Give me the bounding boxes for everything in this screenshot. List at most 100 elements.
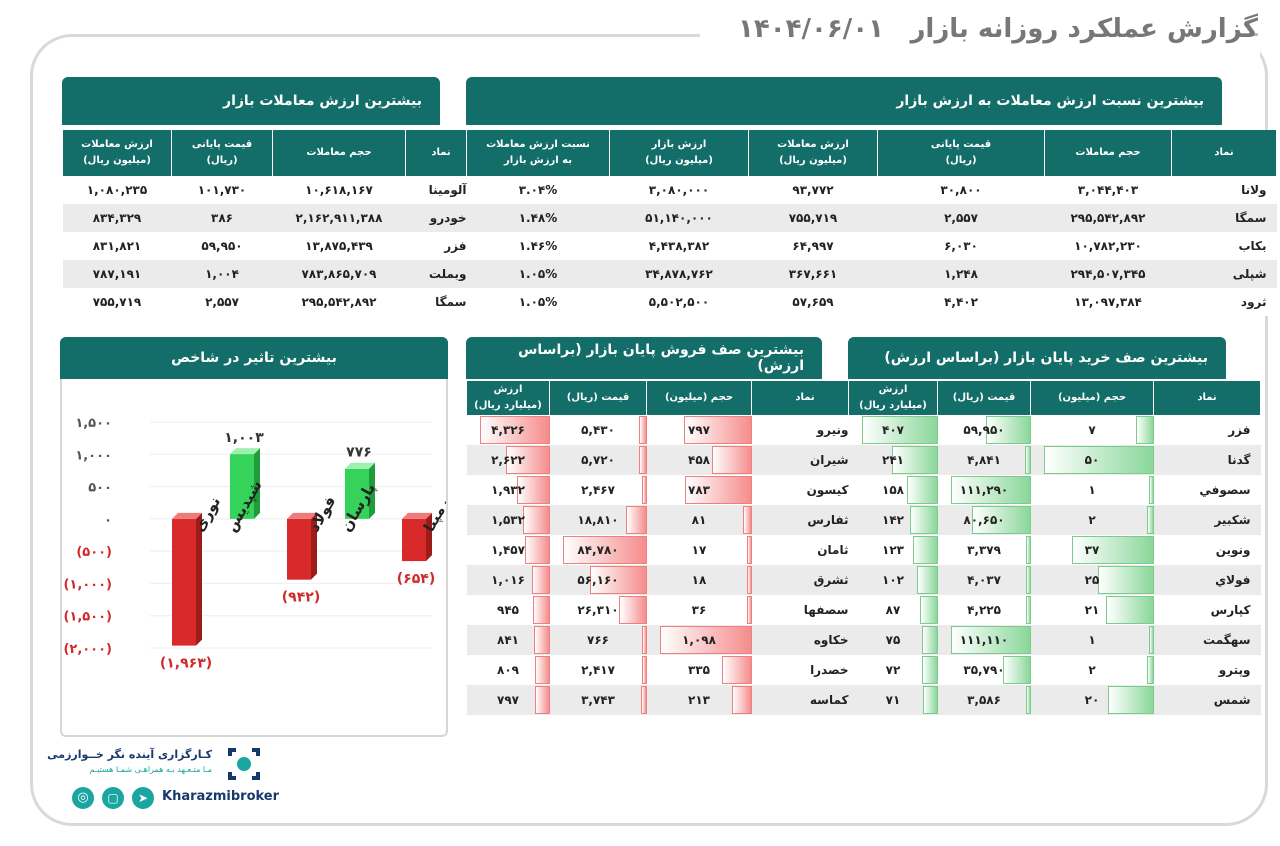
value-cell: ۱۷ <box>646 535 752 565</box>
queue-row[interactable]: ثامان ۱۷ ۸۴,۷۸۰ ۱,۴۵۷ <box>466 535 859 565</box>
value-bar <box>722 656 752 684</box>
instagram-icon[interactable]: ▢ <box>102 787 124 809</box>
value-bar <box>971 506 1031 534</box>
table-row[interactable]: شپلی ۲۹۴,۵۰۷,۳۴۵ ۱,۲۴۸ ۳۶۷,۶۶۱ ۳۴,۸۷۸,۷۶۲ ۱.۰… <box>466 260 1277 288</box>
value-cell: ۱۱۱,۱۱۰ <box>937 625 1031 655</box>
column-header: ارزش معاملات (میلیون ریال) <box>748 130 878 176</box>
value-cell: ۸۰,۶۵۰ <box>937 505 1031 535</box>
column-header: نماد <box>751 381 859 415</box>
value-cell: ۸۷ <box>848 595 938 625</box>
value-bar <box>590 566 647 594</box>
value-cell: ۷۵ <box>848 625 938 655</box>
queue-row[interactable]: فزر ۷ ۵۹,۹۵۰ ۴۰۷ <box>848 415 1261 445</box>
symbol-cell: ثفارس <box>751 505 859 535</box>
table-row[interactable]: فزر ۱۳,۸۷۵,۴۳۹ ۵۹,۹۵۰ ۸۳۱,۸۲۱ <box>62 232 477 260</box>
symbol-cell: شپلی <box>1171 260 1277 288</box>
value-cell: ۴,۳۲۶ <box>466 415 550 445</box>
value-cell: ۱,۲۴۸ <box>877 260 1045 288</box>
queue-row[interactable]: کیسون ۷۸۳ ۲,۴۶۷ ۱,۹۳۲ <box>466 475 859 505</box>
impact-value-label: (۱,۹۶۳) <box>160 656 212 672</box>
value-cell: ۳,۰۸۰,۰۰۰ <box>609 176 749 204</box>
queue-row[interactable]: شیران ۴۵۸ ۵,۷۲۰ ۲,۶۲۲ <box>466 445 859 475</box>
y-tick-label: (۲,۰۰۰) <box>63 642 112 657</box>
value-cell: ۷۲ <box>848 655 938 685</box>
value-bar <box>891 446 938 474</box>
sell-queue-title: بیشترین صف فروش پایان بازار (براساس ارزش… <box>466 337 822 379</box>
value-cell: ۳,۷۴۳ <box>549 685 647 715</box>
impact-bar-top <box>287 512 317 519</box>
table-row[interactable]: سمگا ۲۹۵,۵۴۲,۸۹۲ ۲,۵۵۷ ۷۵۵,۷۱۹ <box>62 288 477 316</box>
symbol-cell: ولانا <box>1171 176 1277 204</box>
symbol-cell: شمس <box>1153 685 1261 715</box>
value-cell: ۱۲۳ <box>848 535 938 565</box>
table-row[interactable]: بکاب ۱۰,۷۸۲,۲۳۰ ۶,۰۳۰ ۶۴,۹۹۷ ۴,۴۳۸,۳۸۲ ۱.۴۶% <box>466 232 1277 260</box>
value-cell: ۱,۹۳۲ <box>466 475 550 505</box>
queue-row[interactable]: ونوین ۳۷ ۳,۳۷۹ ۱۲۳ <box>848 535 1261 565</box>
value-cell: ۳۶ <box>646 595 752 625</box>
value-bar <box>531 566 550 594</box>
value-cell: ۱۸ <box>646 565 752 595</box>
value-bar <box>1043 446 1154 474</box>
brand-site[interactable]: Kharazmibroker <box>162 789 280 804</box>
queue-row[interactable]: خصدرا ۳۳۵ ۲,۴۱۷ ۸۰۹ <box>466 655 859 685</box>
symbol-cell: شکبیر <box>1153 505 1261 535</box>
table-row[interactable]: سمگا ۲۹۵,۵۴۲,۸۹۲ ۲,۵۵۷ ۷۵۵,۷۱۹ ۵۱,۱۴۰,۰۰۰ ۱.۴… <box>466 204 1277 232</box>
queue-row[interactable]: سصوفي ۱ ۱۱۱,۲۹۰ ۱۵۸ <box>848 475 1261 505</box>
queue-row[interactable]: سصفها ۳۶ ۲۶,۳۱۰ ۹۴۵ <box>466 595 859 625</box>
buy-queue-table: نماد حجم (میلیون) قیمت (ریال) ارزش (میلیارد… <box>848 381 1261 715</box>
impact-bar <box>172 518 196 646</box>
impact-bar <box>345 468 369 519</box>
value-cell: ۷۱ <box>848 685 938 715</box>
column-header: نسبت ارزش معاملات به ارزش بازار <box>466 130 610 176</box>
table-row[interactable]: وبملت ۷۸۳,۸۶۵,۷۰۹ ۱,۰۰۴ ۷۸۷,۱۹۱ <box>62 260 477 288</box>
column-header: نماد <box>405 130 477 176</box>
column-header: قیمت پایانی (ریال) <box>171 130 273 176</box>
symbol-cell: فزر <box>405 232 477 260</box>
queue-row[interactable]: سهگمت ۱ ۱۱۱,۱۱۰ ۷۵ <box>848 625 1261 655</box>
value-cell: ۷۸۳ <box>646 475 752 505</box>
value-bar <box>1106 596 1154 624</box>
queue-row[interactable]: ثفارس ۸۱ ۱۸,۸۱۰ ۱,۵۳۲ <box>466 505 859 535</box>
value-cell: ۶,۰۳۰ <box>877 232 1045 260</box>
top-ratio-title: بیشترین نسبت ارزش معاملات به ارزش بازار <box>466 77 1222 125</box>
table-row[interactable]: ثرود ۱۳,۰۹۷,۳۸۴ ۴,۴۰۲ ۵۷,۶۵۹ ۵,۵۰۲,۵۰۰ ۱.۰۵% <box>466 288 1277 316</box>
telegram-icon[interactable]: ➤ <box>132 787 154 809</box>
value-bar <box>562 536 647 564</box>
y-tick-label: ۱,۰۰۰ <box>75 448 112 463</box>
impact-chart: ۱,۵۰۰ ۱,۰۰۰ ۵۰۰ ۰ (۵۰۰) (۱,۰۰۰) (۱,۵۰۰) (۲,۰۰۰)… <box>63 416 446 672</box>
queue-row[interactable]: کپارس ۲۱ ۴,۲۲۵ ۸۷ <box>848 595 1261 625</box>
queue-row[interactable]: شمس ۲۰ ۳,۵۸۶ ۷۱ <box>848 685 1261 715</box>
brand-slogan: مـا متـعـهد بـه همراهـی شمـا هستیـم <box>89 765 212 774</box>
value-cell: ۱۱۱,۲۹۰ <box>937 475 1031 505</box>
value-cell: ۱.۰۵% <box>466 260 610 288</box>
queue-row[interactable]: ثشرق ۱۸ ۵۶,۱۶۰ ۱,۰۱۶ <box>466 565 859 595</box>
queue-row[interactable]: گدنا ۵۰ ۴,۸۴۱ ۲۴۱ <box>848 445 1261 475</box>
value-cell: ۳۸۶ <box>171 204 273 232</box>
queue-row[interactable]: وپترو ۲ ۳۵,۷۹۰ ۷۲ <box>848 655 1261 685</box>
value-bar <box>517 476 550 504</box>
value-cell: ۱ <box>1030 475 1154 505</box>
queue-row[interactable]: فولاي ۲۵ ۴,۰۳۷ ۱۰۲ <box>848 565 1261 595</box>
impact-bar-side <box>311 512 317 580</box>
symbol-cell: ونیرو <box>751 415 859 445</box>
table-row[interactable]: آلومینا ۱۰,۶۱۸,۱۶۷ ۱۰۱,۷۳۰ ۱,۰۸۰,۲۳۵ <box>62 176 477 204</box>
value-cell: ۵۱,۱۴۰,۰۰۰ <box>609 204 749 232</box>
web-icon[interactable]: ◎ <box>72 787 94 809</box>
table-row[interactable]: ولانا ۳,۰۴۴,۴۰۳ ۳۰,۸۰۰ ۹۳,۷۷۲ ۳,۰۸۰,۰۰۰ ۳.۰۴% <box>466 176 1277 204</box>
value-cell: ۷۵۵,۷۱۹ <box>62 288 172 316</box>
value-bar <box>619 596 647 624</box>
queue-row[interactable]: خکاوه ۱,۰۹۸ ۷۶۶ ۸۴۱ <box>466 625 859 655</box>
value-bar <box>1108 686 1154 714</box>
value-cell: ۲,۵۵۷ <box>171 288 273 316</box>
table-row[interactable]: خودرو ۲,۱۶۲,۹۱۱,۳۸۸ ۳۸۶ ۸۳۴,۳۲۹ <box>62 204 477 232</box>
value-bar <box>732 686 752 714</box>
queue-row[interactable]: کماسه ۲۱۳ ۳,۷۴۳ ۷۹۷ <box>466 685 859 715</box>
column-header: ارزش بازار (میلیون ریال) <box>609 130 749 176</box>
queue-row[interactable]: ونیرو ۷۹۷ ۵,۴۳۰ ۴,۳۲۶ <box>466 415 859 445</box>
value-bar <box>746 566 752 594</box>
value-cell: ۲ <box>1030 505 1154 535</box>
column-header: حجم (میلیون) <box>646 381 752 415</box>
queue-row[interactable]: شکبیر ۲ ۸۰,۶۵۰ ۱۴۲ <box>848 505 1261 535</box>
value-cell: ۲۱۳ <box>646 685 752 715</box>
impact-title: بیشترین تاثیر در شاخص <box>60 337 448 379</box>
